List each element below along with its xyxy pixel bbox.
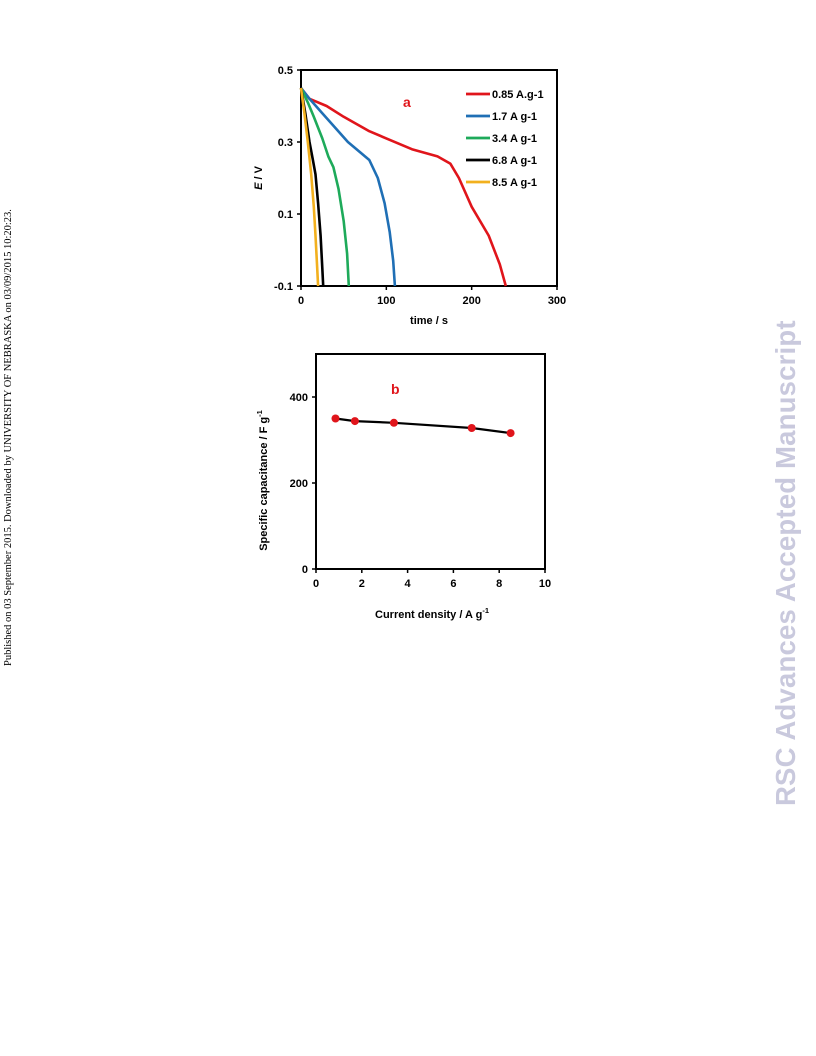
panel-b-data-point xyxy=(467,424,476,432)
panel-a-y-tick-label: 0.1 xyxy=(278,209,293,221)
panel-a-legend-label: 1.7 A g-1 xyxy=(492,111,537,123)
panel-b-x-tick-label: 0 xyxy=(313,578,319,590)
panel-b-x-axis-label: Current density / A g-1 xyxy=(375,606,489,621)
panel-a-legend-label: 0.85 A.g-1 xyxy=(492,89,544,101)
panel-b-y-axis-label: Specific capacitance / F g-1 xyxy=(255,410,270,551)
panel-b-data-point xyxy=(331,414,340,423)
panel-a-legend-label: 6.8 A g-1 xyxy=(492,155,537,167)
panel-a-series-line xyxy=(299,87,508,287)
panel-b-data-point xyxy=(350,417,359,426)
panel-b-data-point xyxy=(389,418,398,427)
panel-a-plot-frame xyxy=(300,69,558,287)
panel-b-y-tick-label: 200 xyxy=(290,478,308,490)
panel-a-y-tick-label: 0.3 xyxy=(278,137,293,149)
panel-a-x-tick-label: 200 xyxy=(462,295,480,307)
panel-a-legend-label: 8.5 A g-1 xyxy=(492,177,537,189)
panel-a-x-axis-label: time / s xyxy=(410,315,448,327)
panel-b-plot-frame xyxy=(315,353,546,570)
panel-a-series-line xyxy=(299,87,320,287)
panel-a-y-axis-label: E / V xyxy=(253,165,265,190)
panel-b-data-point xyxy=(506,429,515,438)
panel-a-x-tick-label: 300 xyxy=(548,295,566,307)
panel-a-label: a xyxy=(403,94,411,110)
panel-b-x-tick-label: 6 xyxy=(450,578,456,590)
panel-b-y-tick-label: 400 xyxy=(290,392,308,404)
panel-b-x-tick-label: 8 xyxy=(496,578,502,590)
panel-a-y-tick-label: 0.5 xyxy=(278,65,293,77)
panel-a-series-line xyxy=(299,87,351,287)
panel-b-x-tick-label: 10 xyxy=(539,578,551,590)
panel-b-label: b xyxy=(391,381,400,397)
panel-b-series-line xyxy=(335,417,511,435)
panel-a-series-line xyxy=(299,87,397,287)
panel-a-legend-label: 3.4 A g-1 xyxy=(492,133,537,145)
panel-a-x-tick-label: 0 xyxy=(298,295,304,307)
panel-b-y-tick-label: 0 xyxy=(302,564,308,576)
panel-a-y-tick-label: -0.1 xyxy=(274,281,293,293)
panel-a-x-tick-label: 100 xyxy=(377,295,395,307)
panel-b-x-tick-label: 2 xyxy=(359,578,365,590)
panel-b-x-tick-label: 4 xyxy=(405,578,412,590)
